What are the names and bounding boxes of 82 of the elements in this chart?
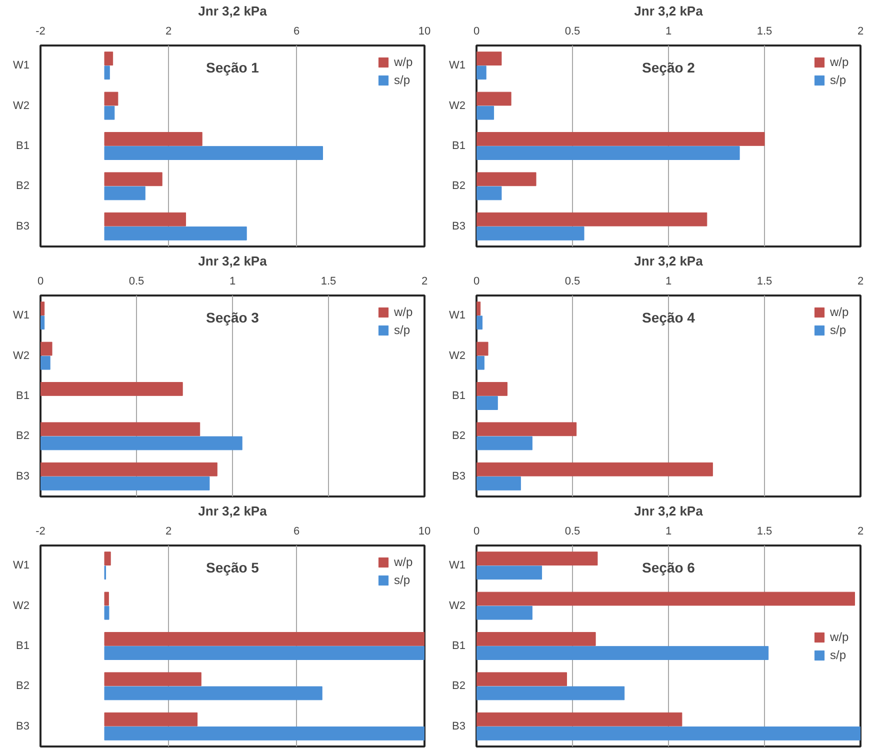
x-tick-label: 2 <box>857 276 864 288</box>
x-tick-label: 2 <box>421 276 428 288</box>
legend-label: s/p <box>830 323 848 337</box>
x-tick-label: 1 <box>229 276 236 288</box>
x-axis-title: Jnr 3,2 kPa <box>634 254 704 268</box>
y-tick-label: W2 <box>449 100 466 112</box>
y-tick-label: W1 <box>449 560 466 572</box>
y-tick-label: B2 <box>16 680 30 692</box>
x-axis-title: Jnr 3,2 kPa <box>198 254 268 268</box>
legend-label: w/p <box>394 555 414 569</box>
x-tick-label: 0 <box>473 26 480 38</box>
x-tick-label: 0.5 <box>564 276 580 288</box>
y-tick-label: B1 <box>16 390 30 402</box>
y-tick-label: B2 <box>16 180 30 192</box>
x-tick-label: 0 <box>473 276 480 288</box>
y-tick-label: B3 <box>452 470 466 482</box>
text: Seção 6 <box>642 560 696 576</box>
x-tick-label: 0 <box>37 276 44 288</box>
x-tick-label: 1 <box>665 526 672 538</box>
x-tick-label: 1.5 <box>320 276 336 288</box>
y-tick-label: W2 <box>13 100 30 112</box>
y-tick-label: B3 <box>16 720 30 732</box>
y-tick-label: B1 <box>16 640 30 652</box>
y-tick-label: W1 <box>449 310 466 322</box>
x-tick-label: 0 <box>473 526 480 538</box>
x-tick-label: 2 <box>165 526 172 538</box>
x-tick-label: -2 <box>36 526 46 538</box>
y-tick-label: W1 <box>13 60 30 72</box>
y-tick-label: B1 <box>452 140 466 152</box>
legend-label: s/p <box>394 573 412 587</box>
y-tick-label: B2 <box>452 430 466 442</box>
legend-label: w/p <box>394 305 414 319</box>
text: Seção 3 <box>206 310 260 326</box>
y-tick-label: B3 <box>452 720 466 732</box>
x-tick-label: 1 <box>665 276 672 288</box>
legend-label: s/p <box>394 323 412 337</box>
x-tick-label: 6 <box>293 526 300 538</box>
x-axis-title: Jnr 3,2 kPa <box>198 4 268 18</box>
y-tick-label: B3 <box>452 220 466 232</box>
x-axis-title: Jnr 3,2 kPa <box>634 4 704 18</box>
x-tick-label: 10 <box>418 526 431 538</box>
legend-label: w/p <box>830 55 850 69</box>
y-tick-label: W2 <box>449 600 466 612</box>
y-tick-label: B2 <box>452 680 466 692</box>
y-tick-label: B2 <box>452 180 466 192</box>
y-tick-label: W2 <box>13 350 30 362</box>
legend-label: w/p <box>830 305 850 319</box>
x-tick-label: 1.5 <box>756 276 772 288</box>
x-tick-label: 1.5 <box>756 26 772 38</box>
x-axis-title: Jnr 3,2 kPa <box>198 504 268 518</box>
x-tick-label: 0.5 <box>564 526 580 538</box>
x-tick-label: -2 <box>36 26 46 38</box>
y-tick-label: B2 <box>16 430 30 442</box>
y-tick-label: W1 <box>449 60 466 72</box>
x-tick-label: 6 <box>293 26 300 38</box>
legend-label: w/p <box>394 55 414 69</box>
y-tick-label: B3 <box>16 220 30 232</box>
x-tick-label: 2 <box>857 526 864 538</box>
legend-label: s/p <box>830 73 848 87</box>
legend-label: w/p <box>830 630 850 644</box>
legend-label: s/p <box>394 73 412 87</box>
y-tick-label: W2 <box>13 600 30 612</box>
y-tick-label: B3 <box>16 470 30 482</box>
x-tick-label: 0.5 <box>564 26 580 38</box>
legend-label: s/p <box>830 648 848 662</box>
x-tick-label: 10 <box>418 26 431 38</box>
text: Seção 4 <box>642 310 696 326</box>
x-tick-label: 2 <box>165 26 172 38</box>
y-tick-label: W2 <box>449 350 466 362</box>
x-tick-label: 1.5 <box>756 526 772 538</box>
x-tick-label: 2 <box>857 26 864 38</box>
x-tick-label: 0.5 <box>128 276 144 288</box>
text: Seção 2 <box>642 60 696 76</box>
y-tick-label: W1 <box>13 560 30 572</box>
x-tick-label: 1 <box>665 26 672 38</box>
y-tick-label: B1 <box>16 140 30 152</box>
text: Seção 5 <box>206 560 260 576</box>
x-axis-title: Jnr 3,2 kPa <box>634 504 704 518</box>
y-tick-label: W1 <box>13 310 30 322</box>
text: Seção 1 <box>206 60 260 76</box>
y-tick-label: B1 <box>452 390 466 402</box>
y-tick-label: B1 <box>452 640 466 652</box>
